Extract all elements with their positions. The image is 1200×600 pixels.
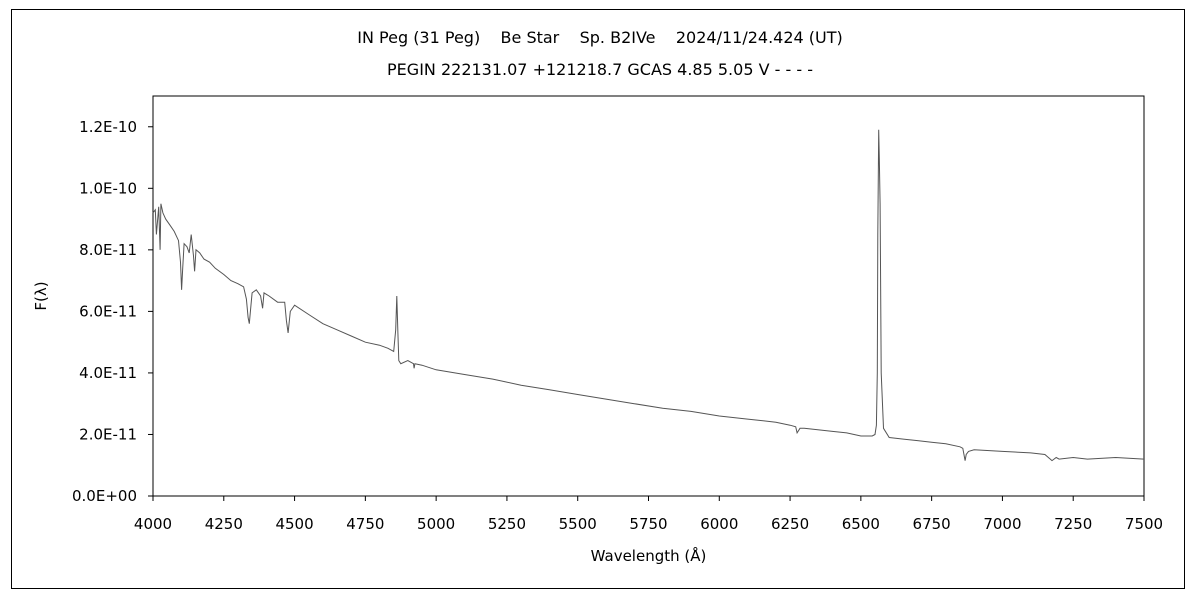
y-tick-label: 4.0E-11 (79, 364, 137, 382)
x-tick-label: 5250 (488, 515, 526, 533)
x-tick-label: 4750 (346, 515, 384, 533)
chart-subtitle: PEGIN 222131.07 +121218.7 GCAS 4.85 5.05… (387, 60, 813, 79)
spectrum-line (152, 129, 1145, 462)
y-tick-label: 1.0E-10 (79, 179, 137, 197)
y-tick-label: 1.2E-10 (79, 118, 137, 136)
y-tick-label: 0.0E+00 (72, 487, 137, 505)
y-axis-ticks: 0.0E+00 2.0E-11 4.0E-11 6.0E-11 8.0E-11 1.0E-… (72, 118, 153, 505)
x-tick-label: 6000 (700, 515, 738, 533)
x-tick-label: 7500 (1125, 515, 1163, 533)
x-tick-label: 6750 (913, 515, 951, 533)
x-tick-label: 6250 (771, 515, 809, 533)
x-tick-label: 5000 (417, 515, 455, 533)
x-tick-label: 4250 (205, 515, 243, 533)
x-tick-label: 7000 (983, 515, 1021, 533)
y-tick-label: 2.0E-11 (79, 425, 137, 443)
x-tick-label: 7250 (1054, 515, 1092, 533)
x-tick-label: 6500 (842, 515, 880, 533)
x-tick-label: 4500 (275, 515, 313, 533)
x-tick-label: 5750 (629, 515, 667, 533)
y-tick-label: 6.0E-11 (79, 302, 137, 320)
x-tick-label: 4000 (134, 515, 172, 533)
y-tick-label: 8.0E-11 (79, 241, 137, 259)
y-axis-label: F(λ) (32, 281, 50, 310)
chart-title: IN Peg (31 Peg) Be Star Sp. B2IVe 2024/1… (357, 28, 843, 47)
x-axis-ticks: 4000 4250 4500 4750 5000 5250 5500 5750 6000 6250… (134, 496, 1163, 533)
x-axis-label: Wavelength (Å) (591, 546, 707, 565)
chart-frame (11, 9, 1185, 589)
plot-area (152, 95, 1145, 497)
x-tick-label: 5500 (559, 515, 597, 533)
